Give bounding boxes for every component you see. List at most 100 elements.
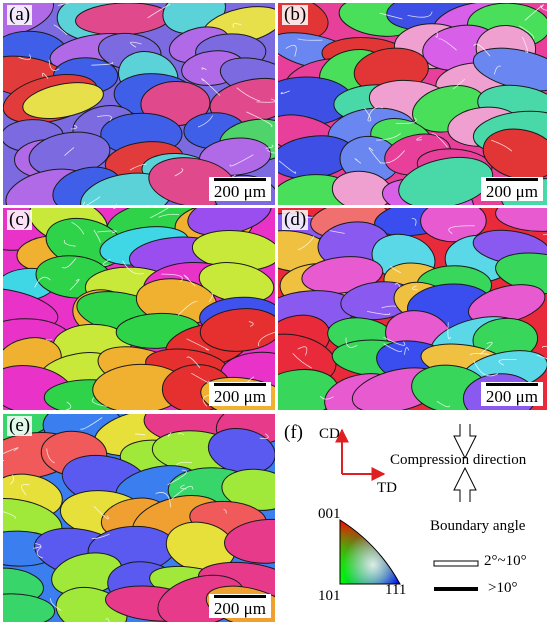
low-angle-boundary <box>155 492 171 508</box>
low-angle-boundary <box>122 260 145 275</box>
high-angle-label: >10° <box>488 580 518 596</box>
low-angle-boundary <box>354 158 362 164</box>
low-angle-boundary <box>412 285 418 291</box>
low-angle-label: 2°~10° <box>484 553 527 569</box>
low-angle-boundary <box>174 168 184 177</box>
scale-bar-a: 200 μm <box>208 177 271 201</box>
ipf-label-101: 101 <box>318 588 341 604</box>
low-angle-boundary <box>102 258 111 266</box>
low-angle-boundary <box>177 300 198 316</box>
ipf-label-001: 001 <box>318 506 341 522</box>
low-angle-boundary <box>518 25 535 40</box>
legend-panel-f: (f) <box>282 414 548 624</box>
low-angle-boundary <box>113 208 117 209</box>
low-angle-boundary <box>411 218 417 226</box>
low-angle-boundary <box>201 78 221 96</box>
low-angle-boundary <box>246 111 273 127</box>
ebsd-map-e: (e) 200 μm <box>3 414 275 622</box>
scale-bar-b: 200 μm <box>480 177 543 201</box>
grain-map-e <box>3 414 275 622</box>
low-angle-boundary <box>91 62 114 66</box>
low-angle-boundary <box>83 196 101 205</box>
grain <box>3 593 56 622</box>
low-angle-boundary <box>186 356 201 369</box>
ebsd-map-c: (c) 200 μm <box>3 208 275 410</box>
low-angle-boundary <box>473 360 499 377</box>
panel-label-a: (a) <box>7 4 33 25</box>
low-angle-symbol <box>433 560 479 567</box>
ipf-label-111: 111 <box>385 582 407 598</box>
low-angle-boundary <box>57 3 70 6</box>
low-angle-boundary <box>36 546 43 559</box>
scale-bar-line-a <box>213 178 266 181</box>
low-angle-boundary <box>473 43 491 57</box>
low-angle-boundary <box>64 401 72 410</box>
scale-bar-c: 200 μm <box>208 382 271 406</box>
low-angle-boundary <box>479 341 493 355</box>
panel-label-d: (d) <box>282 209 309 230</box>
low-angle-boundary <box>297 235 315 251</box>
low-angle-boundary <box>97 115 112 121</box>
scale-bar-text-b: 200 μm <box>485 182 538 201</box>
low-angle-boundary <box>93 505 109 520</box>
panel-label-c: (c) <box>7 209 33 230</box>
low-angle-boundary <box>297 346 308 356</box>
scale-bar-line-d <box>485 383 538 386</box>
grain <box>301 256 384 294</box>
low-angle-boundary <box>542 345 547 349</box>
low-angle-boundary <box>524 4 544 21</box>
low-angle-boundary <box>34 276 51 288</box>
low-angle-boundary <box>186 338 210 351</box>
low-angle-boundary <box>383 336 406 346</box>
panel-label-b: (b) <box>282 4 309 25</box>
low-angle-boundary <box>64 147 75 156</box>
scale-bar-e: 200 μm <box>208 594 271 618</box>
low-angle-boundary <box>232 23 242 28</box>
low-angle-boundary <box>285 44 297 57</box>
low-angle-boundary <box>543 233 547 236</box>
low-angle-boundary <box>201 67 207 71</box>
low-angle-boundary <box>404 347 410 355</box>
grain-map-d <box>278 208 547 410</box>
low-angle-boundary <box>42 72 49 80</box>
low-angle-boundary <box>50 598 62 611</box>
low-angle-boundary <box>105 618 110 622</box>
low-angle-boundary <box>522 36 529 53</box>
low-angle-boundary <box>176 461 193 466</box>
low-angle-boundary <box>407 11 433 18</box>
low-angle-boundary <box>71 124 78 130</box>
grain <box>199 308 275 352</box>
low-angle-boundary <box>368 147 382 164</box>
low-angle-boundary <box>183 274 196 287</box>
low-angle-boundary <box>129 163 147 171</box>
low-angle-boundary <box>536 354 547 360</box>
scale-bar-text-a: 200 μm <box>213 182 266 201</box>
low-angle-boundary <box>91 533 110 539</box>
scale-bar-line-c <box>213 383 266 386</box>
low-angle-boundary <box>197 115 213 128</box>
low-angle-boundary <box>97 230 117 234</box>
ebsd-map-b: (b) 200 μm <box>278 3 547 205</box>
low-angle-boundary <box>48 59 60 71</box>
low-angle-boundary <box>33 543 42 549</box>
grain-map-a <box>3 3 275 205</box>
grain <box>224 518 275 564</box>
low-angle-boundary <box>3 511 17 519</box>
grain-map-c <box>3 208 275 410</box>
low-angle-boundary <box>248 321 254 327</box>
compression-direction-label: Compression direction <box>390 452 527 468</box>
low-angle-boundary <box>389 265 401 274</box>
low-angle-boundary <box>416 136 422 141</box>
grain-map-b <box>278 3 547 205</box>
low-angle-boundary <box>278 160 297 174</box>
low-angle-boundary <box>208 292 214 303</box>
low-angle-boundary <box>91 397 108 407</box>
low-angle-boundary <box>379 150 405 164</box>
low-angle-boundary <box>292 353 312 369</box>
low-angle-boundary <box>364 108 372 122</box>
compression-arrow-bottom <box>453 466 477 502</box>
boundary-angle-title: Boundary angle <box>430 518 526 534</box>
compression-arrow-top <box>453 424 477 460</box>
low-angle-boundary <box>367 311 391 315</box>
low-angle-boundary <box>491 139 513 152</box>
